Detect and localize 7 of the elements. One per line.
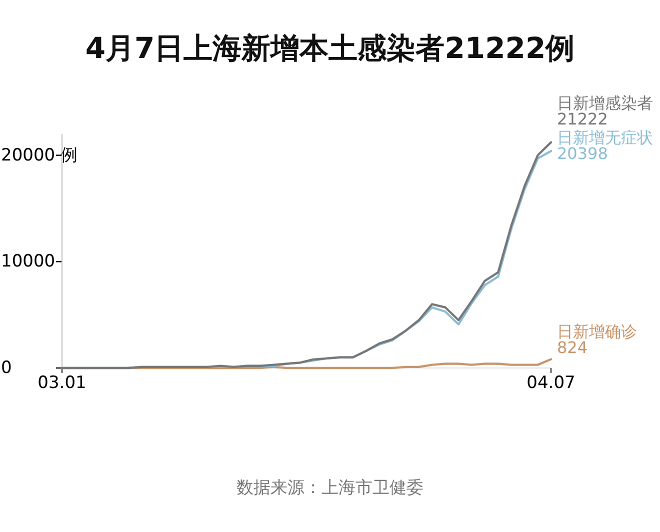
y-tick-label: 10000 — [1, 252, 56, 272]
y-tick-label: 20000 例 — [1, 145, 78, 166]
x-tick-label: 03.01 — [38, 373, 86, 393]
y-tick-label: 0 — [1, 358, 12, 378]
chart-title: 4月7日上海新增本土感染者21222例 — [85, 31, 575, 65]
source-note: 数据来源：上海市卫健委 — [236, 478, 424, 498]
x-tick-label: 04.07 — [526, 373, 576, 393]
